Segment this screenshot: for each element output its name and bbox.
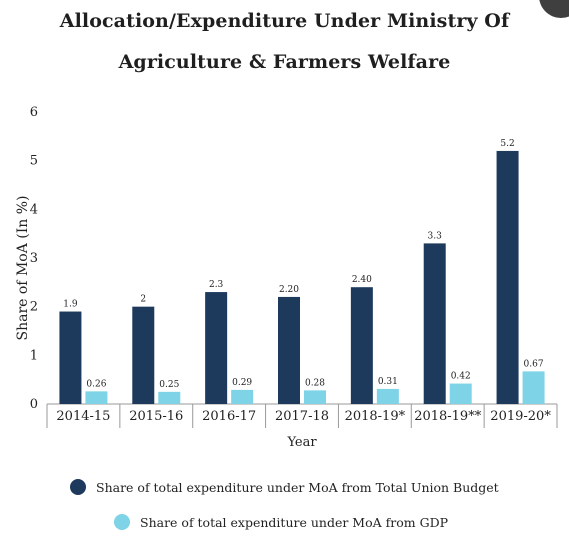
- bar-series-1: [278, 296, 300, 404]
- data-label-series-2: 0.28: [305, 378, 325, 388]
- legend-item-series-1: Share of total expenditure under MoA fro…: [0, 479, 569, 495]
- data-label-series-2: 0.29: [232, 378, 252, 388]
- y-tick-label: 0: [30, 397, 38, 412]
- legend-swatch-series-1: [70, 479, 86, 495]
- x-tick-label: 2019-20*: [490, 409, 551, 424]
- data-label-series-1: 2.3: [209, 280, 224, 290]
- bar-series-2: [85, 391, 108, 404]
- bar-series-1: [496, 150, 519, 404]
- x-tick-label: 2018-19**: [414, 409, 482, 424]
- bar-series-1: [205, 292, 228, 404]
- y-tick-label: 2: [30, 300, 38, 315]
- bar-series-2: [449, 383, 472, 404]
- data-label-series-1: 5.2: [500, 139, 514, 149]
- x-tick-label: 2016-17: [202, 409, 256, 424]
- data-label-series-1: 3.3: [428, 231, 443, 241]
- data-label-series-2: 0.42: [451, 372, 471, 382]
- y-axis-label: Share of MoA (In %): [15, 196, 31, 341]
- y-tick-label: 4: [30, 202, 38, 217]
- x-tick-label: 2015-16: [129, 409, 183, 424]
- bar-series-2: [376, 388, 399, 404]
- x-tick-label: 2017-18: [275, 409, 329, 424]
- legend-swatch-series-2: [114, 514, 130, 530]
- chart-title-line-1: Allocation/Expenditure Under Ministry Of: [59, 10, 510, 32]
- data-label-series-1: 2.40: [352, 275, 372, 285]
- y-tick-label: 5: [30, 154, 38, 169]
- data-label-series-1: 2.20: [279, 285, 299, 295]
- bar-chart: 0 1 2 3 4 5 6 Share of MoA (In %) 1.9 0.26 2014-15…: [15, 105, 558, 450]
- data-label-series-2: 0.31: [378, 377, 398, 387]
- x-axis-label: Year: [286, 435, 317, 450]
- x-tick-label: 2018-19*: [345, 409, 406, 424]
- data-label-series-1: 2: [140, 295, 146, 305]
- bar-series-1: [423, 243, 446, 404]
- data-label-series-2: 0.67: [524, 359, 544, 369]
- chart-title-line-2: Agriculture & Farmers Welfare: [118, 51, 451, 73]
- bar-series-2: [304, 390, 326, 404]
- bar-series-2: [158, 391, 181, 404]
- y-tick-label: 1: [30, 348, 38, 363]
- legend-label-series-2: Share of total expenditure under MoA fro…: [140, 514, 448, 530]
- bar-series-1: [132, 306, 155, 404]
- data-label-series-2: 0.25: [159, 380, 179, 390]
- y-tick-label: 6: [30, 105, 38, 120]
- legend-label-series-1: Share of total expenditure under MoA fro…: [96, 479, 499, 495]
- bar-series-2: [231, 389, 254, 404]
- data-label-series-1: 1.9: [63, 300, 78, 310]
- data-label-series-2: 0.26: [86, 379, 106, 389]
- bar-series-1: [350, 287, 373, 404]
- bar-series-1: [59, 311, 82, 404]
- y-tick-label: 3: [30, 251, 38, 266]
- legend-item-series-2: Share of total expenditure under MoA fro…: [0, 514, 569, 530]
- bar-series-2: [522, 371, 545, 404]
- x-tick-label: 2014-15: [56, 409, 110, 424]
